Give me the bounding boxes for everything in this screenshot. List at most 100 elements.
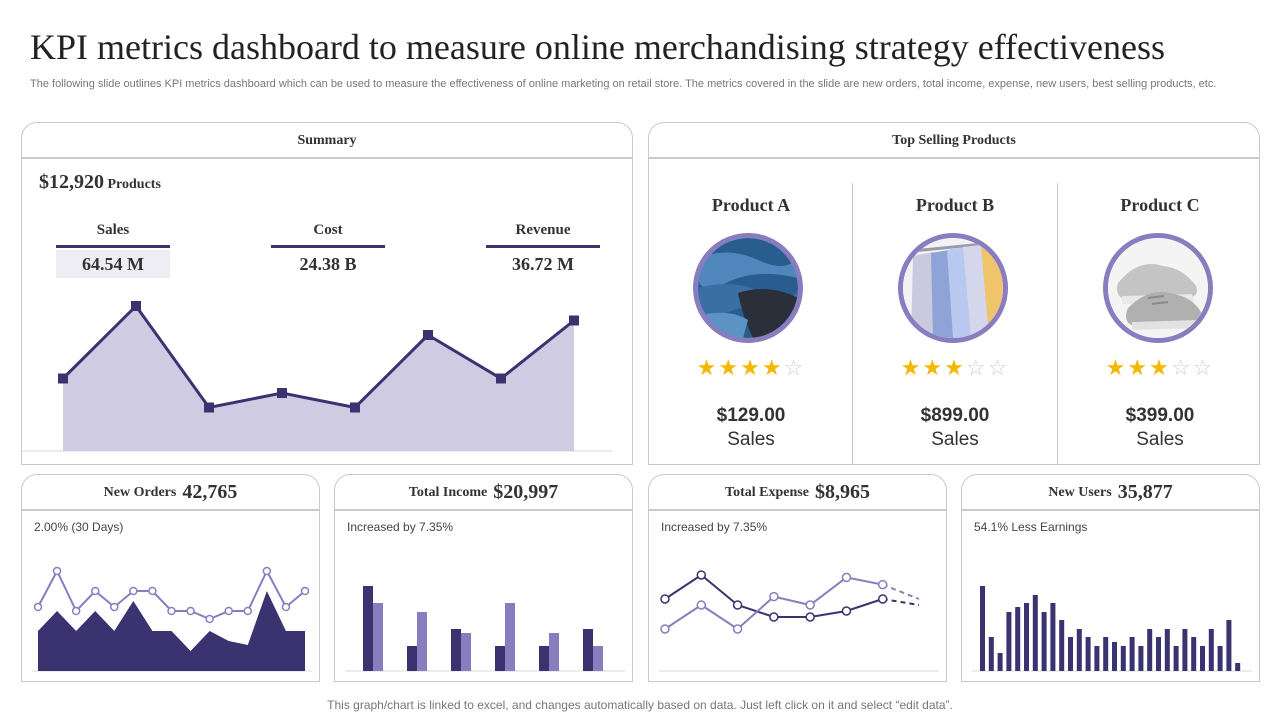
star-empty-icon: ☆ <box>1192 355 1215 380</box>
new-orders-panel: 2.00% (30 Days) <box>21 510 320 682</box>
data-point <box>350 402 360 413</box>
new-users-chart[interactable] <box>962 511 1259 681</box>
summary-tab[interactable]: Summary <box>21 122 633 158</box>
user-bar <box>1041 612 1047 671</box>
user-bar <box>1164 629 1170 671</box>
line-point <box>224 606 233 616</box>
bar-series-1 <box>363 586 373 671</box>
star-empty-icon: ☆ <box>783 355 806 380</box>
user-bar <box>1217 646 1223 671</box>
expense-point <box>732 600 743 610</box>
total-income-tab[interactable]: Total Income $20,997 <box>334 474 633 510</box>
data-point <box>204 402 214 413</box>
total-income-value: $20,997 <box>493 481 559 503</box>
line-point <box>205 614 214 624</box>
new-users-note: 54.1% Less Earnings <box>974 520 1088 534</box>
product-b-name[interactable]: Product B <box>915 195 995 215</box>
line-point <box>167 606 176 616</box>
bar-series-2 <box>461 633 471 671</box>
product-c-image[interactable] <box>1103 233 1213 343</box>
total-expense-chart[interactable] <box>649 511 946 681</box>
total-income-label: Total Income <box>408 484 488 500</box>
star-filled-icon: ★ <box>740 355 762 380</box>
bar-series-2 <box>593 646 603 671</box>
expense-point <box>841 606 852 616</box>
cost-metric-value: 24.38 B <box>299 254 357 274</box>
new-orders-chart[interactable] <box>22 511 319 681</box>
top-selling-panel: Product A ★★★★☆ $129.00 Sales Product B … <box>648 158 1260 465</box>
star-empty-icon: ☆ <box>987 355 1010 380</box>
line-point <box>281 602 291 612</box>
product-a-price: $129.00 <box>716 405 786 426</box>
total-income-note: Increased by 7.35% <box>347 520 454 534</box>
line-point <box>243 606 253 616</box>
user-bar <box>1138 646 1144 671</box>
product-a-sales-label: Sales <box>727 429 775 450</box>
data-point <box>131 301 141 311</box>
bar-series-1 <box>451 629 461 671</box>
products-total-value: $12,920 <box>39 171 104 193</box>
sneakers-image <box>1108 238 1208 338</box>
products-total: $12,920 Products <box>39 171 161 194</box>
footer-note: This graph/chart is linked to excel, and… <box>327 698 953 712</box>
product-a-name[interactable]: Product A <box>711 195 791 215</box>
total-income-chart[interactable] <box>335 511 632 681</box>
expense-projection <box>882 598 920 606</box>
new-orders-label: New Orders <box>103 484 177 500</box>
expense-point <box>877 594 888 604</box>
user-bar <box>1191 637 1197 671</box>
product-a-rating: ★★★★☆ <box>649 355 853 381</box>
line-point <box>129 586 138 596</box>
user-bar <box>1226 620 1232 671</box>
star-filled-icon: ★ <box>944 355 966 380</box>
product-a-image[interactable] <box>693 233 803 343</box>
user-bar <box>1032 595 1038 671</box>
summary-panel: $12,920 Products Sales 64.54 M Cost 24.3… <box>21 158 633 465</box>
data-point <box>569 315 579 326</box>
user-bar <box>1059 620 1065 671</box>
line-point <box>33 602 43 612</box>
bar-series-2 <box>549 633 559 671</box>
sales-metric-underline <box>56 245 170 248</box>
expense-point <box>841 572 852 583</box>
bar-series-1 <box>407 646 417 671</box>
new-orders-tab[interactable]: New Orders 42,765 <box>21 474 320 510</box>
new-users-tab[interactable]: New Users 35,877 <box>961 474 1260 510</box>
total-income-panel: Increased by 7.35% <box>334 510 633 682</box>
product-c-name[interactable]: Product C <box>1120 195 1200 215</box>
data-point <box>423 330 433 340</box>
products-total-label: Products <box>107 177 161 192</box>
line-point <box>110 602 119 612</box>
new-users-panel: 54.1% Less Earnings <box>961 510 1260 682</box>
expense-point <box>732 624 743 634</box>
summary-area-chart[interactable] <box>22 159 632 464</box>
user-bar <box>1112 642 1117 671</box>
user-bar <box>1156 637 1161 671</box>
total-expense-tab[interactable]: Total Expense $8,965 <box>648 474 947 510</box>
user-bar <box>1120 646 1126 671</box>
bar-series-1 <box>539 646 549 671</box>
line-point <box>186 606 195 616</box>
expense-point <box>769 591 779 602</box>
user-bar <box>1129 637 1135 671</box>
sales-metric-value: 64.54 M <box>56 250 170 278</box>
user-bar <box>1050 603 1056 671</box>
summary-tab-label: Summary <box>297 132 357 148</box>
bar-series-2 <box>373 603 383 671</box>
top-selling-tab[interactable]: Top Selling Products <box>648 122 1260 158</box>
user-bar <box>980 586 985 671</box>
expense-projection <box>882 583 920 600</box>
hanging-shirts-image <box>903 238 1003 338</box>
line-point <box>300 586 310 596</box>
expense-point <box>805 612 815 622</box>
user-bar <box>1147 629 1153 671</box>
new-users-label: New Users <box>1048 484 1112 500</box>
product-b-image[interactable] <box>898 233 1008 343</box>
star-filled-icon: ★ <box>922 355 945 380</box>
area-series <box>38 591 305 671</box>
cost-metric-underline <box>271 245 385 248</box>
star-filled-icon: ★ <box>696 355 719 380</box>
user-bar <box>988 637 994 671</box>
star-filled-icon: ★ <box>718 355 741 380</box>
expense-point <box>696 570 707 580</box>
